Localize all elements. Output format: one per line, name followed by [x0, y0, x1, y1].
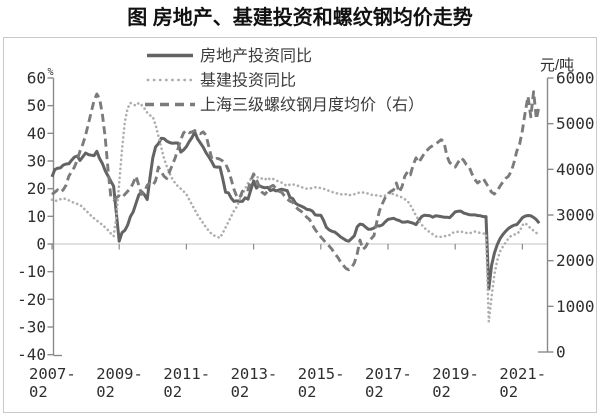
series-lines — [50, 90, 541, 323]
series-line-0 — [50, 130, 541, 291]
right-tick-label: 2000 — [556, 251, 595, 270]
x-tick-label-month: 02 — [499, 383, 518, 401]
left-tick-label: 20 — [27, 179, 46, 198]
right-tick-label: 5000 — [556, 114, 595, 133]
x-tick-label-year: 2019- — [432, 365, 479, 383]
left-axis-unit: % — [48, 67, 54, 78]
x-tick-label-year: 2011- — [163, 365, 210, 383]
series-line-2 — [51, 90, 541, 272]
left-tick-label: 50 — [27, 96, 46, 115]
x-tick-label-month: 02 — [432, 383, 451, 401]
x-tick-label-month: 02 — [163, 383, 182, 401]
x-tick-label-month: 02 — [298, 383, 317, 401]
x-tick-label-year: 2021- — [499, 365, 546, 383]
series-line-1 — [50, 101, 541, 323]
left-tick-label: -40 — [17, 345, 46, 364]
figure-border — [3, 37, 597, 413]
right-tick-label: 4000 — [556, 160, 595, 179]
left-axis-ticks: 60 50 40 30 20 10 0 -10 -20 -30 -40 — [17, 68, 54, 364]
chart-title: 图 房地产、基建投资和螺纹钢均价走势 — [127, 5, 473, 29]
left-tick-label: -20 — [17, 290, 46, 309]
right-tick-label: 3000 — [556, 206, 595, 225]
x-tick-label-month: 02 — [231, 383, 250, 401]
x-tick-label-year: 2009- — [96, 365, 143, 383]
legend-label-real-estate: 房地产投资同比 — [200, 47, 312, 65]
x-tick-label-year: 2017- — [365, 365, 412, 383]
legend-label-rebar-price: 上海三级螺纹钢月度均价（右） — [200, 96, 424, 114]
x-tick-label-month: 02 — [96, 383, 115, 401]
x-tick-label-year: 2015- — [298, 365, 345, 383]
left-tick-label: 10 — [27, 207, 46, 226]
legend-label-infrastructure: 基建投资同比 — [200, 72, 296, 90]
left-tick-label: -10 — [17, 262, 46, 281]
x-tick-label-month: 02 — [365, 383, 384, 401]
x-axis-ticks: 2007-022009-022011-022013-022015-022017-… — [29, 244, 546, 401]
x-tick-label-year: 2013- — [231, 365, 278, 383]
left-tick-label: 0 — [36, 235, 46, 254]
x-tick-label-month: 02 — [29, 383, 48, 401]
right-axis-ticks: 6000 5000 4000 3000 2000 1000 0 — [547, 69, 595, 362]
right-axis-unit: 元/吨 — [540, 57, 574, 74]
left-tick-label: 30 — [27, 151, 46, 170]
right-tick-label: 6000 — [556, 69, 595, 88]
x-tick-label-year: 2007- — [29, 365, 76, 383]
left-tick-label: 40 — [27, 124, 46, 143]
right-tick-label: 0 — [556, 343, 566, 362]
legend: 房地产投资同比 基建投资同比 上海三级螺纹钢月度均价（右） — [145, 47, 424, 114]
left-tick-label: -30 — [17, 318, 46, 337]
right-tick-label: 1000 — [556, 297, 595, 316]
left-tick-label: 60 — [27, 68, 46, 87]
